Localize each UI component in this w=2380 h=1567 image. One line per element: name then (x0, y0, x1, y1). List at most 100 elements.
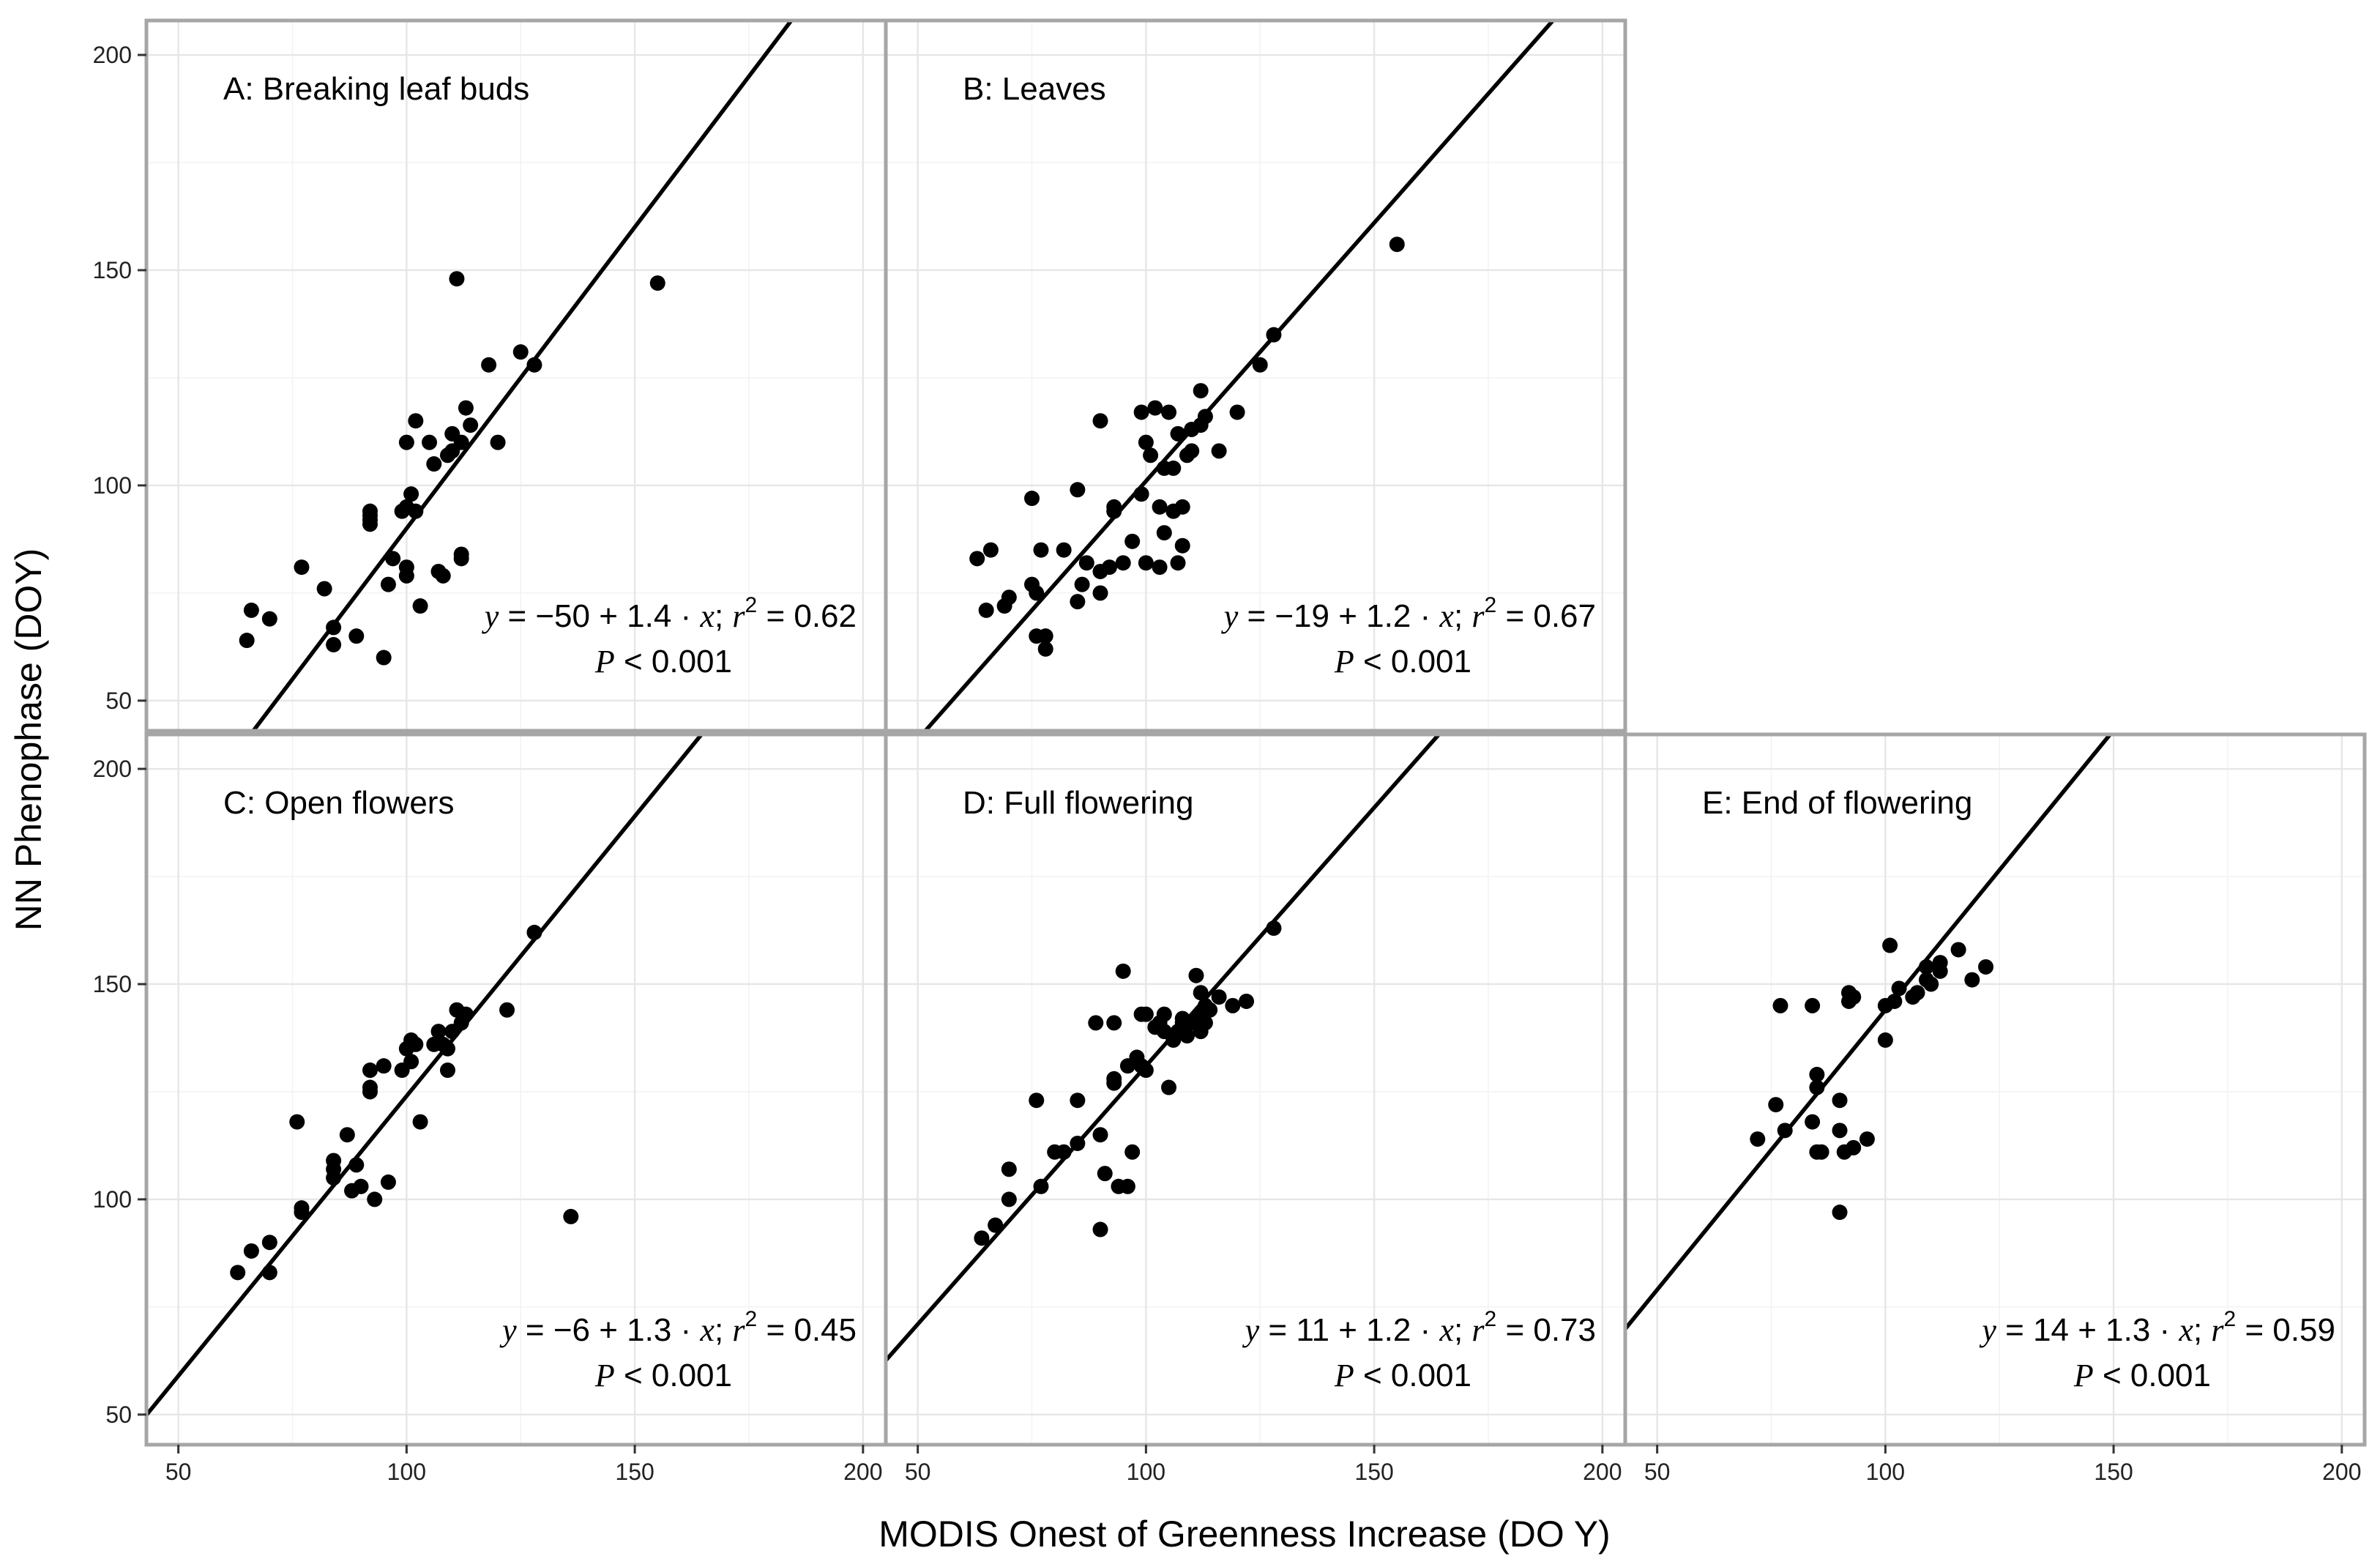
data-point (362, 503, 378, 519)
panel-b-grid (886, 21, 1625, 731)
x-tick-label: 200 (1583, 1459, 1622, 1485)
data-point (453, 546, 469, 562)
data-point (1859, 1131, 1875, 1147)
panel-d-fit-line (886, 734, 1442, 1362)
data-point (1001, 1161, 1017, 1177)
data-point (326, 1170, 342, 1186)
data-point (1197, 409, 1213, 425)
data-point (1106, 1075, 1122, 1091)
data-point (348, 628, 365, 644)
data-point (408, 1036, 424, 1052)
data-point (1001, 589, 1017, 606)
x-tick-label: 100 (387, 1459, 426, 1485)
data-point (1832, 1093, 1848, 1109)
data-point (403, 486, 419, 502)
data-point (1846, 989, 1862, 1005)
data-point (439, 1041, 455, 1057)
data-point (1887, 993, 1903, 1009)
data-point (326, 619, 342, 636)
y-tick-label: 200 (93, 756, 132, 782)
panel-e-points (1750, 937, 1994, 1221)
x-tick-label: 100 (1866, 1459, 1905, 1485)
data-point (1119, 1178, 1135, 1194)
data-point (1229, 404, 1245, 420)
data-point (430, 1024, 447, 1040)
panel-e-grid (1625, 734, 2365, 1445)
y-tick-label: 100 (93, 1186, 132, 1213)
data-point (1156, 525, 1172, 541)
panel-e-title: E: End of flowering (1702, 785, 1972, 821)
data-point (1056, 1144, 1072, 1160)
panel-a-fit-line (250, 21, 794, 731)
data-point (1225, 997, 1241, 1013)
data-point (453, 434, 469, 450)
data-point (988, 1217, 1004, 1233)
panel-e-border (1623, 732, 2367, 1447)
x-tick-label: 150 (2094, 1459, 2133, 1485)
data-point (1037, 641, 1053, 657)
data-point (978, 602, 994, 618)
data-point (1750, 1131, 1766, 1147)
data-point (1809, 1079, 1825, 1095)
data-point (1029, 585, 1045, 601)
data-point (1950, 942, 1966, 958)
data-point (1124, 1144, 1141, 1160)
data-point (261, 1265, 277, 1281)
data-point (1978, 959, 1994, 975)
data-point (512, 344, 529, 360)
data-point (1809, 1066, 1825, 1082)
data-point (1170, 555, 1186, 571)
panel-c-pvalue: P < 0.001 (594, 1358, 732, 1393)
data-point (1070, 482, 1086, 498)
data-point (1138, 555, 1154, 571)
data-point (1024, 491, 1040, 507)
data-point (261, 611, 277, 627)
data-point (398, 559, 414, 576)
data-point (1138, 1006, 1154, 1022)
data-point (408, 503, 424, 519)
data-point (1161, 404, 1177, 420)
data-point (974, 1230, 990, 1246)
panel-a-points (239, 271, 665, 666)
data-point (1033, 542, 1049, 558)
panel-e-equation: y = 14 + 1.3 · x; r2 = 0.59 (1979, 1307, 2335, 1348)
panel-d-title: D: Full flowering (963, 785, 1193, 821)
data-point (1138, 434, 1154, 450)
data-point (1097, 1166, 1113, 1182)
panel-d-points (974, 920, 1282, 1246)
data-point (1092, 413, 1108, 429)
data-point (1070, 594, 1086, 610)
data-point (449, 271, 465, 287)
data-point (1193, 383, 1209, 399)
data-point (380, 1174, 396, 1190)
data-point (1266, 327, 1282, 343)
data-point (1846, 1139, 1862, 1155)
data-point (1106, 1015, 1122, 1031)
panel-c-grid (146, 734, 886, 1445)
data-point (380, 576, 396, 592)
data-point (526, 924, 542, 940)
data-point (422, 434, 438, 450)
x-axis-title: MODIS Onest of Greenness Increase (DO Y) (878, 1514, 1610, 1555)
data-point (412, 1114, 428, 1130)
data-point (1124, 533, 1141, 549)
data-point (412, 598, 428, 614)
data-point (326, 636, 342, 652)
data-point (316, 581, 332, 597)
y-tick-label: 50 (105, 1402, 132, 1428)
data-point (1211, 443, 1227, 459)
data-point (376, 649, 392, 666)
data-point (1813, 1144, 1829, 1160)
x-tick-label: 50 (905, 1459, 931, 1485)
panel-c-fit-line (146, 734, 704, 1417)
data-point (1193, 985, 1209, 1001)
panel-c-title: C: Open flowers (223, 785, 454, 821)
data-point (294, 1205, 310, 1221)
data-point (1389, 237, 1405, 253)
x-tick-label: 200 (843, 1459, 882, 1485)
data-point (1174, 537, 1190, 554)
data-point (1805, 997, 1821, 1013)
data-point (1101, 559, 1117, 576)
data-point (1266, 920, 1282, 937)
data-point (398, 434, 414, 450)
